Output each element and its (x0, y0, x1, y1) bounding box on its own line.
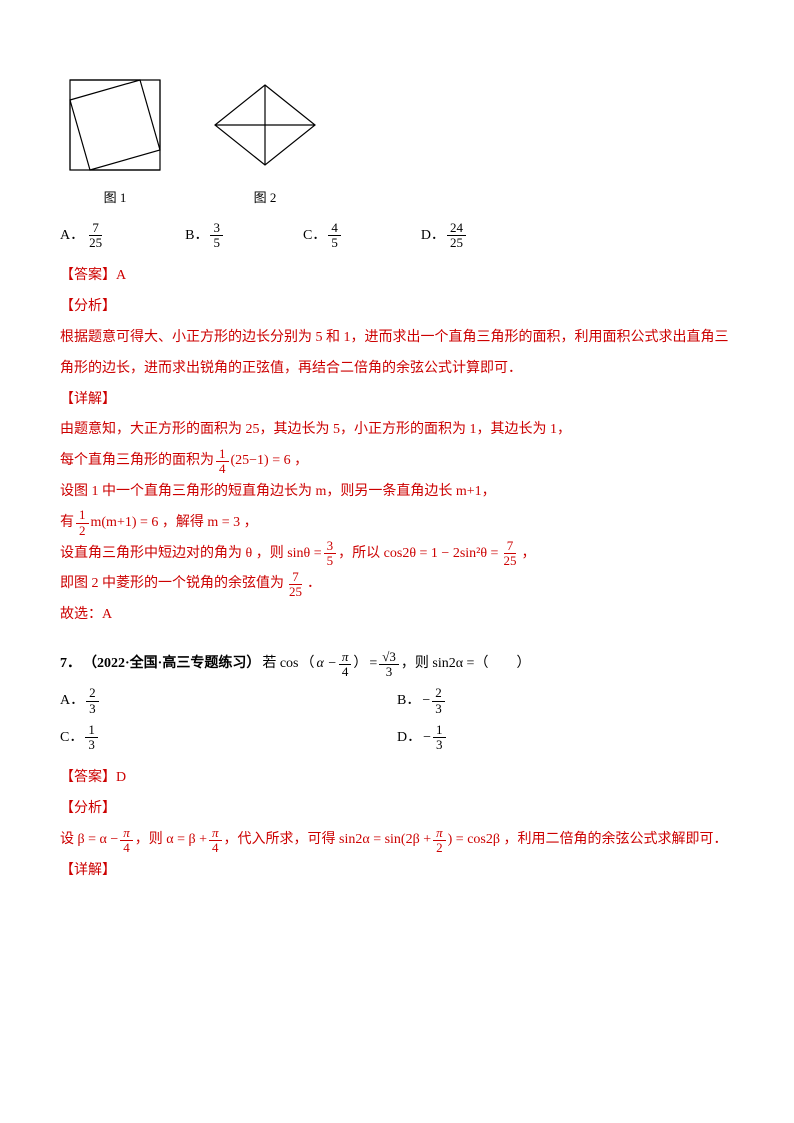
figure-1-svg (60, 70, 170, 180)
q6-line3: 设图 1 中一个直角三角形的短直角边长为 m，则另一条直角边长 m+1， (60, 477, 734, 508)
choice-a: A．725 (60, 221, 105, 252)
figure-1-label: 图 1 (60, 184, 170, 213)
q6-answer: 【答案】A (60, 261, 734, 292)
q6-line2: 每个直角三角形的面积为 14 (25−1) = 6 ， (60, 446, 308, 477)
q6-line1: 由题意知，大正方形的面积为 25，其边长为 5，小正方形的面积为 1，其边长为 … (60, 415, 734, 446)
figure-1: 图 1 (60, 70, 170, 213)
figure-2: 图 2 (210, 70, 320, 213)
figures-row: 图 1 图 2 (60, 70, 734, 213)
q7-choices: A．23 B．−23 C．13 D．−13 (60, 686, 734, 754)
figure-2-label: 图 2 (210, 184, 320, 213)
q6-final: 故选：A (60, 600, 734, 631)
q6-choices: A．725 B．35 C．45 D．2425 (60, 221, 734, 252)
q6-line4: 有 12 m(m+1) = 6 ，解得 m = 3 ， (60, 508, 258, 539)
q6-detail-label: 【详解】 (60, 385, 734, 416)
q6-line5: 设直角三角形中短边对的角为 θ ，则 sinθ = 35 ，所以 cos2θ =… (60, 539, 535, 570)
choice-d: D．2425 (421, 221, 466, 252)
q7-stem: 7． （2022·全国·高三专题练习） 若 cos （α − π4 ） = √3… (60, 649, 530, 680)
q7-detail-label: 【详解】 (60, 856, 734, 887)
figure-2-svg (210, 70, 320, 180)
choice-b: B．35 (185, 221, 223, 252)
choice-c: C．45 (303, 221, 341, 252)
q6-analysis-label: 【分析】 (60, 292, 734, 323)
q7-answer: 【答案】D (60, 763, 734, 794)
q7-choice-c: C．13 (60, 723, 397, 754)
q7-choice-b: B．−23 (397, 686, 734, 717)
q6-line6: 即图 2 中菱形的一个锐角的余弦值为 725 ． (60, 569, 321, 600)
q7-number: 7． (60, 649, 81, 680)
q7-source: （2022·全国·高三专题练习） (83, 649, 260, 680)
q6-analysis-text: 根据题意可得大、小正方形的边长分别为 5 和 1，进而求出一个直角三角形的面积，… (60, 323, 734, 385)
q7-choice-a: A．23 (60, 686, 397, 717)
q7-analysis-line: 设 β = α − π4 ，则 α = β + π4 ，代入所求，可得 sin2… (60, 825, 727, 856)
q7-choice-d: D．−13 (397, 723, 734, 754)
q7-analysis-label: 【分析】 (60, 794, 734, 825)
